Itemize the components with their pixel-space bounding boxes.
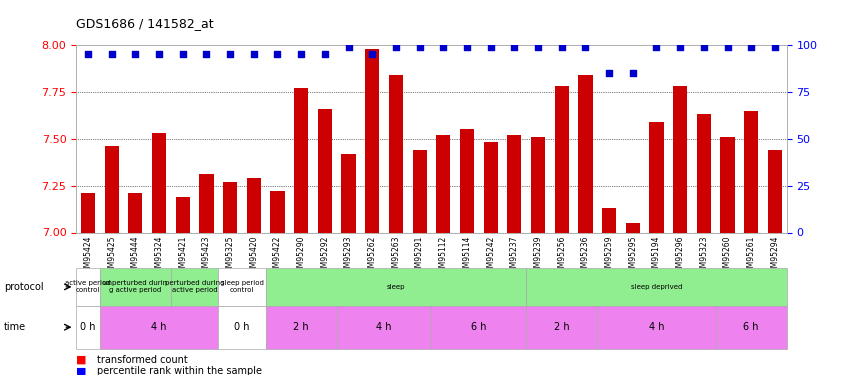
Text: 2 h: 2 h bbox=[294, 322, 309, 332]
Bar bbox=[626, 223, 640, 232]
Text: transformed count: transformed count bbox=[97, 355, 188, 365]
Text: sleep period
control: sleep period control bbox=[221, 280, 263, 293]
Point bbox=[650, 44, 663, 50]
Point bbox=[768, 44, 782, 50]
Bar bbox=[176, 197, 190, 232]
Text: 0 h: 0 h bbox=[80, 322, 96, 332]
Bar bbox=[697, 114, 711, 232]
Text: perturbed during
active period: perturbed during active period bbox=[165, 280, 224, 293]
Bar bbox=[460, 129, 474, 232]
Bar bbox=[342, 154, 355, 232]
Text: 2 h: 2 h bbox=[554, 322, 569, 332]
Point bbox=[294, 51, 308, 57]
Text: GDS1686 / 141582_at: GDS1686 / 141582_at bbox=[76, 17, 214, 30]
Bar bbox=[200, 174, 213, 232]
Bar bbox=[437, 135, 450, 232]
Point bbox=[365, 51, 379, 57]
Point bbox=[484, 44, 497, 50]
Point bbox=[389, 44, 403, 50]
Point bbox=[223, 51, 237, 57]
Point bbox=[318, 51, 332, 57]
Bar bbox=[389, 75, 403, 232]
Bar bbox=[531, 137, 545, 232]
Bar bbox=[579, 75, 592, 232]
Text: ■: ■ bbox=[76, 355, 86, 365]
Bar bbox=[105, 146, 118, 232]
Text: 6 h: 6 h bbox=[471, 322, 486, 332]
Text: 4 h: 4 h bbox=[151, 322, 167, 332]
Point bbox=[413, 44, 426, 50]
Point bbox=[460, 44, 474, 50]
Point bbox=[531, 44, 545, 50]
Point bbox=[579, 44, 592, 50]
Point bbox=[673, 44, 687, 50]
Bar bbox=[484, 142, 497, 232]
Text: percentile rank within the sample: percentile rank within the sample bbox=[97, 366, 262, 375]
Text: sleep deprived: sleep deprived bbox=[631, 284, 682, 290]
Point bbox=[271, 51, 284, 57]
Text: 0 h: 0 h bbox=[234, 322, 250, 332]
Bar bbox=[555, 86, 569, 232]
Point bbox=[81, 51, 95, 57]
Point bbox=[152, 51, 166, 57]
Bar bbox=[365, 49, 379, 232]
Point bbox=[626, 70, 640, 76]
Bar bbox=[413, 150, 426, 232]
Point bbox=[342, 44, 355, 50]
Point bbox=[129, 51, 142, 57]
Bar bbox=[81, 193, 95, 232]
Text: 4 h: 4 h bbox=[649, 322, 664, 332]
Point bbox=[176, 51, 190, 57]
Text: sleep: sleep bbox=[387, 284, 405, 290]
Bar bbox=[768, 150, 782, 232]
Bar bbox=[152, 133, 166, 232]
Point bbox=[200, 51, 213, 57]
Bar bbox=[744, 111, 758, 232]
Bar bbox=[673, 86, 687, 232]
Point bbox=[744, 44, 758, 50]
Bar bbox=[721, 137, 734, 232]
Text: ■: ■ bbox=[76, 366, 86, 375]
Text: 6 h: 6 h bbox=[744, 322, 759, 332]
Bar bbox=[318, 109, 332, 232]
Point bbox=[697, 44, 711, 50]
Text: 4 h: 4 h bbox=[376, 322, 392, 332]
Bar bbox=[129, 193, 142, 232]
Text: protocol: protocol bbox=[4, 282, 44, 292]
Bar bbox=[508, 135, 521, 232]
Point bbox=[508, 44, 521, 50]
Point bbox=[555, 44, 569, 50]
Point bbox=[437, 44, 450, 50]
Bar bbox=[650, 122, 663, 232]
Text: time: time bbox=[4, 322, 26, 332]
Bar bbox=[294, 88, 308, 232]
Point bbox=[247, 51, 261, 57]
Point bbox=[105, 51, 118, 57]
Text: unperturbed durin
g active period: unperturbed durin g active period bbox=[103, 280, 168, 293]
Text: active period
control: active period control bbox=[65, 280, 111, 293]
Point bbox=[602, 70, 616, 76]
Bar bbox=[602, 208, 616, 232]
Bar bbox=[247, 178, 261, 232]
Bar bbox=[223, 182, 237, 232]
Bar bbox=[271, 191, 284, 232]
Point bbox=[721, 44, 734, 50]
